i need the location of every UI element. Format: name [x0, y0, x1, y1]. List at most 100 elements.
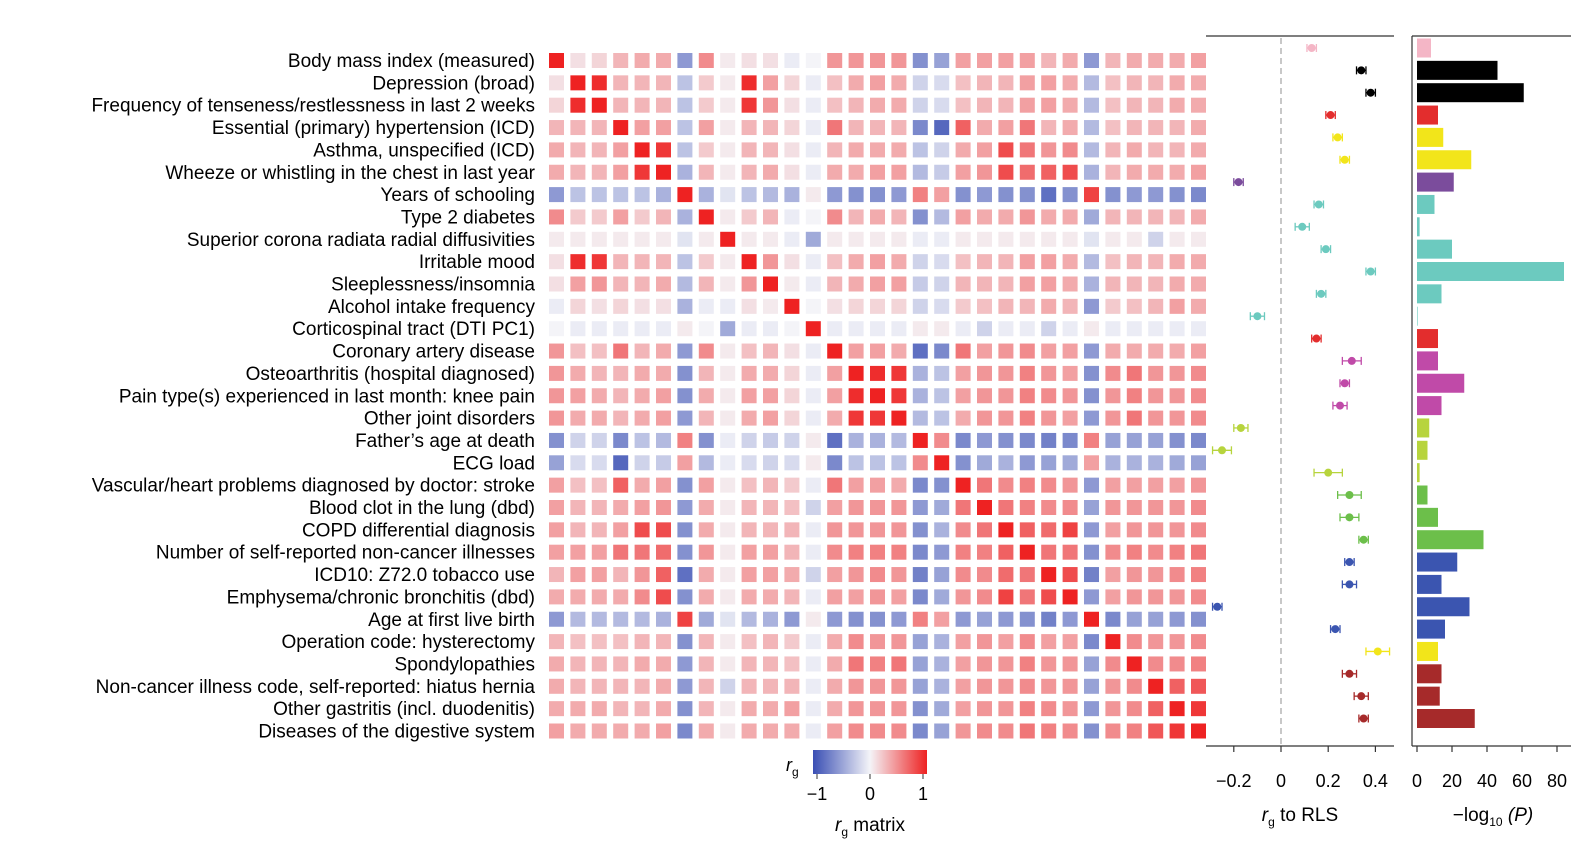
bar — [1417, 574, 1442, 594]
heatmap-cell — [1191, 298, 1206, 314]
heatmap-cell — [891, 701, 907, 717]
heatmap-cell — [634, 231, 650, 247]
heatmap-cell — [613, 343, 629, 359]
heatmap-cell — [549, 164, 564, 180]
heatmap-cell — [1191, 701, 1206, 717]
heatmap-cell — [805, 500, 821, 515]
bar — [1417, 239, 1452, 259]
heatmap-cell — [1191, 611, 1206, 627]
heatmap-cell — [613, 231, 629, 247]
heatmap-cell — [848, 611, 864, 627]
heatmap-cell — [656, 388, 671, 404]
heatmap-cell — [1169, 187, 1185, 203]
row-label: Operation code: hysterectomy — [282, 632, 536, 653]
heatmap-cell — [741, 343, 757, 359]
bar — [1417, 194, 1435, 214]
heatmap-cell — [720, 388, 736, 404]
heatmap-cell — [634, 209, 650, 225]
heatmap-cell — [955, 567, 971, 583]
heatmap-cell — [848, 209, 864, 225]
heatmap-cell — [1105, 164, 1121, 180]
heatmap-cell — [784, 477, 800, 493]
heatmap-cell — [698, 656, 714, 672]
heatmap-cell — [1191, 142, 1206, 158]
heatmap-cell — [955, 231, 971, 247]
heatmap-cell — [656, 432, 671, 448]
heatmap-cell — [827, 187, 843, 203]
heatmap-cell — [634, 343, 650, 359]
heatmap-cell — [1191, 187, 1206, 203]
heatmap-cell — [677, 701, 693, 717]
heatmap-cell — [570, 723, 586, 739]
heatmap-cell — [741, 187, 757, 203]
heatmap-cell — [549, 365, 564, 381]
heatmap-cell — [891, 75, 907, 91]
heatmap-cell — [1191, 500, 1206, 515]
heatmap-cell — [591, 209, 607, 225]
heatmap-cell — [1062, 365, 1078, 381]
heatmap-cell — [677, 276, 693, 292]
heatmap-cell — [1084, 343, 1099, 359]
forest-x-tick-label: 0.4 — [1363, 771, 1388, 791]
heatmap-cell — [955, 500, 971, 515]
heatmap-cell — [955, 432, 971, 448]
bar — [1417, 686, 1440, 706]
heatmap-cell — [591, 298, 607, 314]
heatmap-cell — [891, 656, 907, 672]
heatmap-cell — [998, 187, 1014, 203]
heatmap-cell — [656, 298, 671, 314]
heatmap-cell — [549, 321, 564, 337]
heatmap-cell — [891, 544, 907, 560]
heatmap-cell — [634, 120, 650, 136]
heatmap-cell — [613, 410, 629, 426]
forest-x-tick-label: 0 — [1276, 771, 1286, 791]
heatmap-cell — [870, 410, 885, 426]
heatmap-cell — [720, 343, 736, 359]
heatmap-cell — [591, 388, 607, 404]
heatmap-cell — [1191, 365, 1206, 381]
heatmap-cell — [698, 455, 714, 471]
heatmap-cell — [805, 321, 821, 337]
heatmap-cell — [934, 522, 950, 538]
forest-xlabel: rg to RLS — [1262, 805, 1338, 829]
heatmap-cell — [698, 53, 714, 68]
heatmap-cell — [1126, 634, 1142, 650]
heatmap-cell — [741, 678, 757, 694]
heatmap-cell — [848, 656, 864, 672]
heatmap-cell — [1169, 701, 1185, 717]
heatmap-cell — [1126, 75, 1142, 91]
bar — [1417, 172, 1454, 192]
heatmap-cell — [634, 365, 650, 381]
heatmap-cell — [1041, 388, 1057, 404]
heatmap-cell — [570, 254, 586, 270]
heatmap-cell — [741, 723, 757, 739]
bar-x-tick-label: 60 — [1512, 771, 1532, 791]
heatmap-cell — [827, 298, 843, 314]
heatmap-cell — [848, 432, 864, 448]
heatmap-cell — [827, 142, 843, 158]
heatmap-cell — [870, 589, 885, 605]
heatmap-cell — [549, 432, 564, 448]
heatmap-cell — [1041, 678, 1057, 694]
heatmap-cell — [1191, 97, 1206, 113]
forest-point — [1341, 356, 1362, 365]
heatmap-cell — [1019, 589, 1035, 605]
forest-x-tick-label: 0.2 — [1316, 771, 1341, 791]
heatmap-cell — [912, 276, 928, 292]
bar-x-tick-label: 80 — [1547, 771, 1567, 791]
heatmap-cell — [1062, 120, 1078, 136]
heatmap-cell — [1105, 477, 1121, 493]
heatmap-cell — [1041, 321, 1057, 337]
heatmap-cell — [741, 388, 757, 404]
forest-point — [1353, 692, 1369, 701]
heatmap-cell — [912, 611, 928, 627]
heatmap-cell — [1062, 343, 1078, 359]
colorbar-gradient — [813, 750, 927, 774]
heatmap-cell — [998, 298, 1014, 314]
point-estimate — [1359, 714, 1368, 723]
heatmap-cell — [741, 701, 757, 717]
bar — [1417, 709, 1475, 728]
forest-point — [1313, 468, 1344, 477]
forest-point — [1339, 155, 1351, 164]
heatmap-cell — [720, 187, 736, 203]
